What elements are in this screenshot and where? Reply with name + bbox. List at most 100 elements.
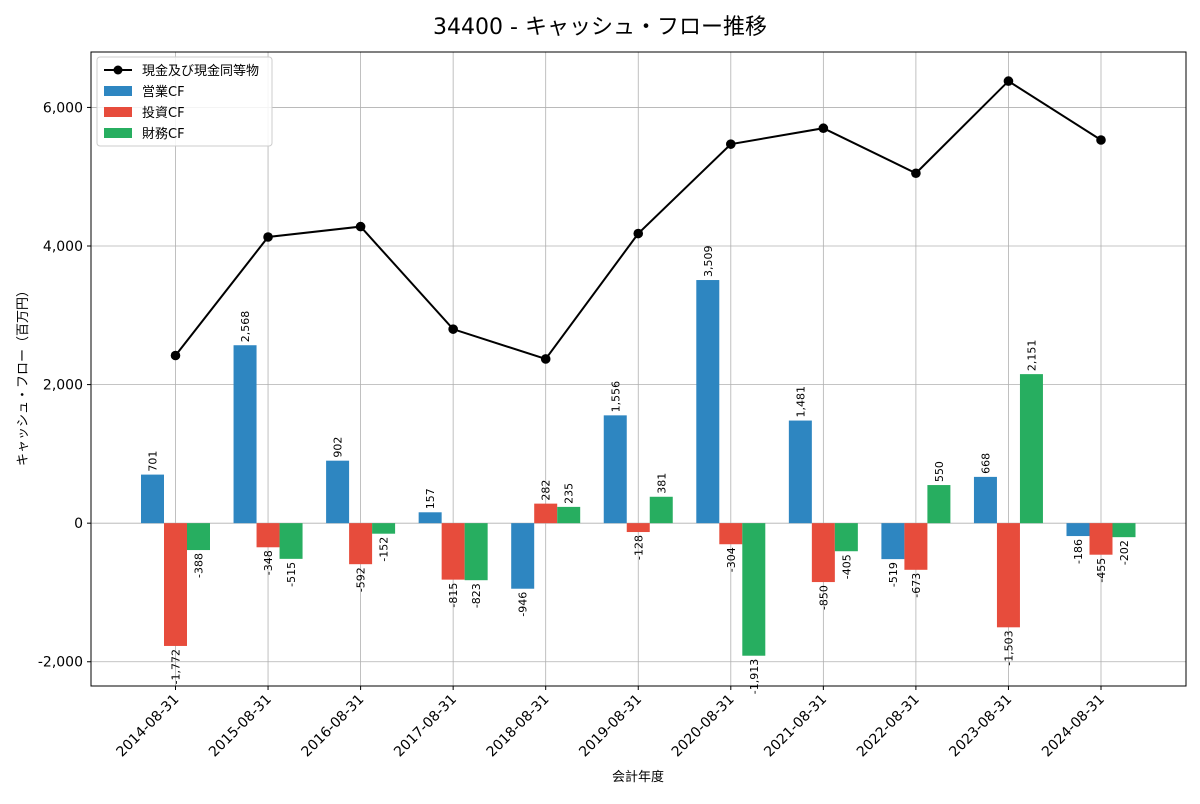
- cash-point: [540, 354, 551, 364]
- cash-point: [1003, 76, 1014, 86]
- bar-value-label: -815: [447, 583, 460, 608]
- bar: [279, 523, 303, 559]
- bar: [1019, 374, 1043, 524]
- bar: [834, 523, 858, 552]
- bar: [511, 523, 535, 589]
- bar: [788, 420, 812, 524]
- data-labels: 701 2,568 902 157 -946 1,556 3,509 1,481 -519 668…: [147, 246, 1132, 695]
- bar-value-label: 1,556: [609, 381, 622, 413]
- bar-value-label: -304: [725, 547, 738, 572]
- bar-value-label: -128: [632, 535, 645, 560]
- legend-marker: [113, 65, 123, 75]
- legend-label: 営業CF: [142, 84, 185, 100]
- y-tick-label: 0: [74, 516, 83, 532]
- y-axis-label: キャッシュ・フロー（百万円）: [16, 284, 31, 466]
- cash-point: [355, 221, 366, 232]
- cash-point: [263, 232, 273, 242]
- bar-value-label: -455: [1095, 558, 1108, 583]
- bar-series: [141, 280, 1136, 656]
- x-tick-label: 2020-08-31: [669, 692, 738, 761]
- bar-value-label: 1,481: [794, 386, 807, 418]
- bar: [187, 523, 210, 551]
- bar-value-label: -1,503: [1002, 630, 1015, 665]
- cash-point: [1096, 135, 1106, 145]
- bar: [927, 485, 951, 524]
- bar-value-label: -348: [262, 550, 275, 575]
- bar: [811, 523, 835, 583]
- y-tick-label: 2,000: [43, 378, 83, 394]
- bar-value-label: -202: [1118, 540, 1131, 565]
- bar: [326, 460, 350, 524]
- bar-value-label: 2,568: [239, 311, 252, 343]
- legend-label: 投資CF: [142, 105, 185, 121]
- bar-value-label: 701: [147, 451, 160, 472]
- x-tick-label: 2015-08-31: [206, 692, 275, 761]
- x-tick-label: 2016-08-31: [299, 692, 368, 761]
- bar-value-label: -519: [887, 562, 900, 587]
- cash-point: [633, 228, 644, 239]
- x-tick-label: 2024-08-31: [1039, 692, 1108, 761]
- bar: [996, 523, 1020, 628]
- legend-box: [96, 56, 273, 147]
- bar-value-label: 2,151: [1025, 340, 1038, 372]
- bar-value-label: -946: [517, 592, 530, 617]
- bar: [372, 523, 396, 534]
- x-axis-label: 会計年度: [612, 769, 664, 785]
- cash-point: [170, 350, 181, 361]
- bar: [881, 523, 905, 560]
- bar: [256, 523, 280, 548]
- bar: [696, 280, 720, 524]
- bar: [464, 523, 488, 581]
- bar: [418, 512, 442, 524]
- cash-point: [726, 139, 736, 149]
- bar: [603, 415, 627, 524]
- legend-bar-swatch: [104, 128, 132, 138]
- x-tick-label: 2014-08-31: [113, 692, 182, 761]
- legend-label: 財務CF: [142, 127, 185, 142]
- bar-value-label: 902: [332, 437, 345, 458]
- bar: [233, 345, 257, 524]
- bar: [534, 503, 558, 524]
- bar: [1089, 523, 1113, 555]
- x-tick-label: 2023-08-31: [946, 692, 1015, 761]
- legend-label: 現金及び現金同等物: [142, 63, 259, 79]
- cash-point: [818, 123, 829, 134]
- bar-value-label: 668: [979, 453, 992, 474]
- bar: [973, 476, 997, 524]
- bar-value-label: 3,509: [702, 246, 715, 278]
- y-tick-label: -2,000: [38, 655, 83, 671]
- bar-value-label: -673: [910, 573, 923, 598]
- bar-value-label: -388: [193, 553, 206, 578]
- bar-value-label: 381: [655, 473, 668, 494]
- bar: [349, 523, 373, 565]
- bar-value-label: 157: [424, 488, 437, 509]
- bar-value-label: -1,772: [170, 649, 183, 684]
- y-tick-label: 6,000: [43, 100, 83, 116]
- legend-bar-swatch: [104, 107, 132, 117]
- x-tick-label: 2021-08-31: [761, 692, 830, 761]
- x-tick-label: 2017-08-31: [391, 692, 460, 761]
- bar-value-label: 550: [933, 461, 946, 482]
- bar-value-label: -592: [355, 567, 368, 592]
- bar-value-label: 282: [540, 480, 553, 501]
- y-tick-label: 4,000: [43, 239, 83, 255]
- bar: [1066, 523, 1090, 537]
- bar: [557, 506, 581, 524]
- x-tick-label: 2019-08-31: [576, 692, 645, 761]
- bar-value-label: -1,913: [748, 659, 761, 694]
- x-tick-label: 2018-08-31: [484, 692, 553, 761]
- bar: [742, 523, 766, 656]
- bar: [141, 474, 164, 524]
- bar-value-label: -186: [1072, 539, 1085, 564]
- bar-value-label: -850: [817, 585, 830, 610]
- cash-point: [911, 168, 921, 179]
- chart-title: 34400 - キャッシュ・フロー推移: [433, 15, 767, 40]
- bar: [164, 523, 187, 646]
- bar: [1112, 523, 1136, 538]
- bar: [626, 523, 650, 533]
- legend-bar-swatch: [104, 86, 132, 96]
- bar: [904, 523, 928, 570]
